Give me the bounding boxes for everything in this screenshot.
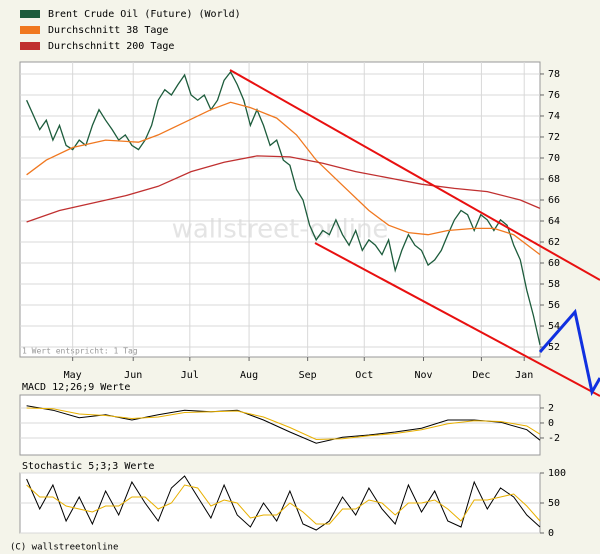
y-tick-label: 50 — [548, 498, 560, 509]
y-tick-label: 52 — [548, 342, 560, 353]
y-tick-label: 66 — [548, 195, 560, 206]
y-tick-label: 100 — [548, 468, 566, 479]
y-tick-label: 70 — [548, 153, 560, 164]
legend-swatch — [20, 26, 40, 34]
y-tick-label: 54 — [548, 321, 560, 332]
y-tick-label: 56 — [548, 300, 560, 311]
y-tick-label: 74 — [548, 111, 560, 122]
main-panel — [19, 61, 541, 358]
marks: 52 54 56 58 60 62 64 66 68 70 72 74 76 78 May Jun Jul Aug… — [20, 9, 566, 539]
projection-line — [538, 308, 600, 397]
series-line — [26, 155, 541, 223]
series-line — [26, 484, 541, 525]
macd-title: MACD 12;26;9 Werte — [22, 382, 130, 393]
y-tick-label: 0 — [548, 418, 554, 429]
series-line — [26, 70, 541, 346]
legend-label: Durchschnitt 200 Tage — [48, 41, 174, 52]
y-tick-label: 0 — [548, 528, 554, 539]
legend-swatch — [20, 42, 40, 50]
copyright: (C) wallstreetonline — [10, 543, 118, 553]
trend-line-lower — [314, 242, 600, 397]
x-tick-label: Jan — [515, 370, 533, 381]
y-tick-label: 64 — [548, 216, 560, 227]
series-line — [26, 475, 541, 531]
y-tick-label: 2 — [548, 403, 554, 414]
x-tick-label: Sep — [299, 370, 317, 381]
y-tick-label: 68 — [548, 174, 560, 185]
x-tick-label: Oct — [355, 370, 373, 381]
y-tick-label: 60 — [548, 258, 560, 269]
y-tick-label: 62 — [548, 237, 560, 248]
legend-label: Brent Crude Oil (Future) (World) — [48, 9, 241, 20]
x-tick-label: May — [64, 370, 82, 381]
macd-panel — [19, 394, 541, 456]
y-tick-label: -2 — [548, 433, 560, 444]
stochastic-title: Stochastic 5;3;3 Werte — [22, 461, 154, 472]
x-tick-label: Aug — [240, 370, 258, 381]
y-tick-label: 58 — [548, 279, 560, 290]
series-line — [26, 407, 541, 441]
note: 1 Wert entspricht: 1 Tag — [22, 347, 138, 356]
legend-swatch — [20, 10, 40, 18]
x-tick-label: Jun — [124, 370, 142, 381]
legend-label: Durchschnitt 38 Tage — [48, 25, 168, 36]
y-tick-label: 76 — [548, 90, 560, 101]
x-tick-label: Dec — [472, 370, 490, 381]
trend-line-upper — [229, 69, 600, 281]
x-tick-label: Jul — [181, 370, 199, 381]
y-tick-label: 72 — [548, 132, 560, 143]
x-tick-label: Nov — [414, 370, 432, 381]
y-tick-label: 78 — [548, 69, 560, 80]
series-line — [26, 101, 541, 256]
